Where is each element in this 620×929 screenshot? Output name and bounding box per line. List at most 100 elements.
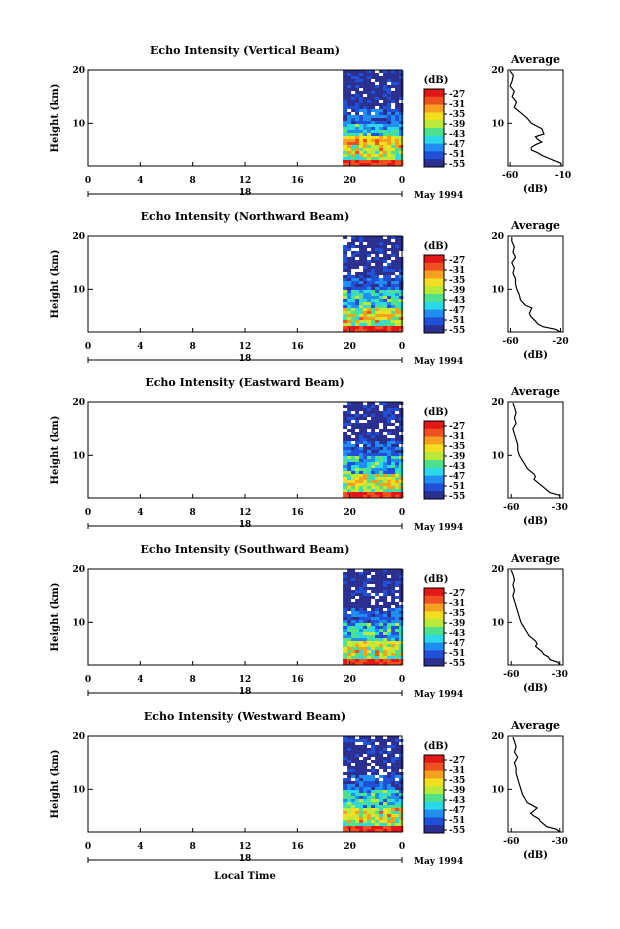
heatmap-cell xyxy=(363,468,368,472)
heatmap-cell xyxy=(395,477,400,481)
heatmap-cell xyxy=(395,632,400,636)
heatmap-cell xyxy=(391,641,396,645)
heatmap-cell xyxy=(379,97,384,101)
heatmap-cell xyxy=(367,130,372,134)
heatmap-cell xyxy=(347,85,352,89)
heatmap-cell xyxy=(367,432,372,436)
heatmap-cell xyxy=(391,317,396,321)
x-tick-label: 16 xyxy=(291,675,304,685)
heatmap-cell xyxy=(391,751,396,755)
heatmap-cell xyxy=(371,112,376,116)
heatmap-cell xyxy=(367,299,372,303)
heatmap-cell xyxy=(367,769,372,773)
heatmap-cell xyxy=(371,263,376,267)
heatmap-cell xyxy=(359,575,364,579)
heatmap-cell xyxy=(363,239,368,243)
heatmap-cell xyxy=(399,329,404,333)
heatmap-cell xyxy=(343,769,348,773)
heatmap-cell xyxy=(355,326,360,330)
heatmap-cell xyxy=(371,575,376,579)
heatmap-cell xyxy=(343,662,348,666)
heatmap-cell xyxy=(391,608,396,612)
heatmap-cell xyxy=(395,611,400,615)
heatmap-cell xyxy=(371,408,376,412)
heatmap-cell xyxy=(383,632,388,636)
heatmap-cell xyxy=(379,444,384,448)
heatmap-cell xyxy=(347,157,352,161)
heatmap-cell xyxy=(383,581,388,585)
heatmap-cell xyxy=(371,757,376,761)
heatmap-cell xyxy=(371,635,376,639)
heatmap-cell xyxy=(359,602,364,606)
heatmap-cell xyxy=(363,329,368,333)
heatmap-cell xyxy=(355,811,360,815)
heatmap-cell xyxy=(383,420,388,424)
heatmap-cell xyxy=(375,145,380,149)
heatmap-cell xyxy=(379,647,384,651)
heatmap-cell xyxy=(399,154,404,158)
heatmap-cell xyxy=(347,296,352,300)
heatmap-cell xyxy=(383,115,388,119)
colorbar-segment xyxy=(424,317,444,326)
heatmap-cell xyxy=(383,736,388,740)
heatmap-cell xyxy=(383,775,388,779)
heatmap-cell xyxy=(379,420,384,424)
heatmap-cell xyxy=(359,414,364,418)
heatmap-cell xyxy=(363,775,368,779)
heatmap-cell xyxy=(371,644,376,648)
colorbar-tick-label: -51 xyxy=(449,649,465,659)
heatmap-cell xyxy=(391,163,396,167)
heatmap-cell xyxy=(343,647,348,651)
heatmap-cell xyxy=(395,91,400,95)
heatmap-cell xyxy=(395,605,400,609)
heatmap-cell xyxy=(399,450,404,454)
heatmap-cell xyxy=(383,626,388,630)
colorbar-frame xyxy=(423,420,445,500)
heatmap-cell xyxy=(351,438,356,442)
heatmap-cell xyxy=(351,417,356,421)
heatmap-cell xyxy=(351,251,356,255)
heatmap-cell xyxy=(391,70,396,74)
heatmap-cell xyxy=(359,742,364,746)
heatmap-cell xyxy=(391,245,396,249)
heatmap-cell xyxy=(371,142,376,146)
heatmap-cell xyxy=(343,572,348,576)
heatmap-cell xyxy=(391,572,396,576)
heatmap-cell xyxy=(363,417,368,421)
heatmap-cell xyxy=(371,121,376,125)
heatmap-cell xyxy=(379,308,384,312)
heatmap-cell xyxy=(371,127,376,131)
heatmap-cell xyxy=(371,599,376,603)
heatmap-cell xyxy=(343,127,348,131)
colorbar-segment xyxy=(424,428,444,437)
heatmap-cell xyxy=(383,608,388,612)
heatmap-cell xyxy=(363,480,368,484)
heatmap-cell xyxy=(343,745,348,749)
heatmap-cell xyxy=(399,112,404,116)
heatmap-cell xyxy=(347,305,352,309)
heatmap-cell xyxy=(387,623,392,627)
heatmap-cell xyxy=(395,635,400,639)
heatmap-cell xyxy=(371,751,376,755)
profile-y-tick-label: 20 xyxy=(491,398,504,408)
heatmap-cell xyxy=(347,781,352,785)
heatmap-cell xyxy=(371,611,376,615)
heatmap-cell xyxy=(395,323,400,327)
heatmap-cell xyxy=(387,769,392,773)
heatmap-cell xyxy=(391,260,396,264)
heatmap-cell xyxy=(347,94,352,98)
heatmap-cell xyxy=(347,447,352,451)
heatmap-cell xyxy=(347,124,352,128)
heatmap-cell xyxy=(383,662,388,666)
heatmap-cell xyxy=(387,263,392,267)
heatmap-cell xyxy=(363,483,368,487)
heatmap-cell xyxy=(343,444,348,448)
heatmap-cell xyxy=(351,820,356,824)
heatmap-cell xyxy=(351,829,356,833)
heatmap-cell xyxy=(371,614,376,618)
x-tick-label: 20 xyxy=(343,176,356,186)
heatmap-cell xyxy=(383,799,388,803)
heatmap-cell xyxy=(355,109,360,113)
heatmap-cell xyxy=(387,405,392,409)
heatmap-cell xyxy=(383,242,388,246)
